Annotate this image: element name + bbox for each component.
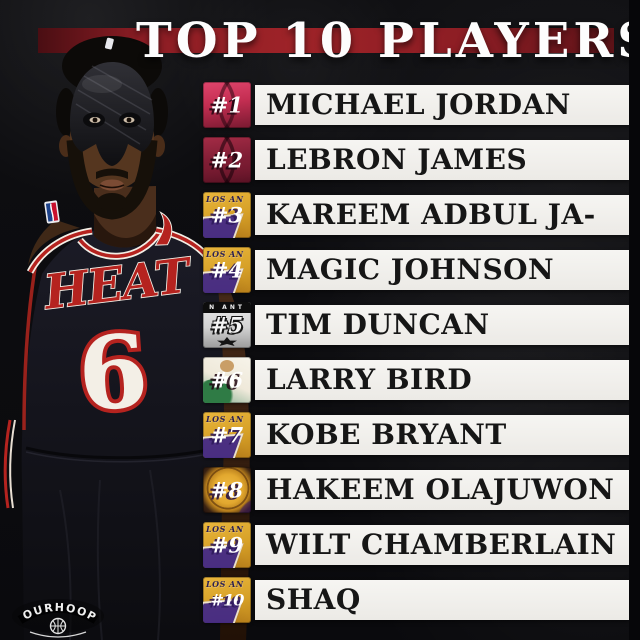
logo-underline [29, 631, 87, 638]
player-list: #1 MICHAEL JORDAN #2 LEBRON JAMES LOS AN… [203, 82, 629, 632]
rank-label: #4 [210, 257, 244, 283]
rank-label: #9 [210, 532, 244, 558]
rank-label: #2 [210, 147, 244, 173]
player-name-bar: TIM DUNCAN [255, 305, 629, 345]
basketball-icon [49, 617, 67, 635]
rank-tile: #6 [203, 357, 251, 403]
shorts-trim-white [9, 419, 16, 509]
ourhoops-logo: OURHOOPS [8, 590, 104, 638]
player-name-bar: MICHAEL JORDAN [255, 85, 629, 125]
nba-logo-patch [44, 200, 60, 224]
tile-overlay-text: LOS AN [206, 414, 244, 424]
player-name-bar: HAKEEM OLAJUWON [255, 470, 629, 510]
list-item: #6 LARRY BIRD [203, 357, 629, 403]
flame-icon [154, 211, 173, 246]
left-shoulder [28, 220, 80, 266]
jersey-side-trim-left [22, 261, 38, 431]
tile-overlay-text: N ANT [203, 302, 251, 313]
rank-tile: #8 [203, 467, 251, 513]
rank-tile: #2 [203, 137, 251, 183]
player-name: LEBRON JAMES [266, 143, 528, 176]
list-item: LOS AN #10 SHAQ [203, 577, 629, 623]
beard [66, 139, 158, 220]
rank-label: #10 [210, 590, 245, 610]
player-name-bar: KAREEM ADBUL JA- [255, 195, 629, 235]
list-item: LOS AN #4 MAGIC JOHNSON [203, 247, 629, 293]
logo-band [17, 603, 99, 624]
rank-tile: #1 [203, 82, 251, 128]
rank-label: #5 [210, 312, 244, 338]
player-name: SHAQ [266, 583, 361, 616]
rank-label: #6 [210, 367, 244, 393]
rank-tile: LOS AN #7 [203, 412, 251, 458]
rank-tile: LOS AN #10 [203, 577, 251, 623]
jersey-number: 6 [74, 312, 152, 435]
tile-overlay-text: LOS AN [206, 194, 244, 204]
rank-label: #3 [210, 202, 244, 228]
iris-left [92, 117, 98, 123]
player-name: MICHAEL JORDAN [266, 88, 571, 121]
heat-jersey [21, 230, 224, 640]
player-name: LARRY BIRD [266, 363, 473, 396]
player-name-bar: MAGIC JOHNSON [255, 250, 629, 290]
iris-right [126, 117, 132, 123]
lips [100, 179, 124, 191]
logo-backdrop [12, 599, 104, 633]
player-name: HAKEEM OLAJUWON [266, 473, 615, 506]
player-name: TIM DUNCAN [266, 308, 490, 341]
list-item: #8 HAKEEM OLAJUWON [203, 467, 629, 513]
face-mask [70, 62, 154, 166]
tile-overlay-text: LOS AN [206, 524, 244, 534]
list-item: N ANT #5 TIM DUNCAN [203, 302, 629, 348]
mask-highlight [82, 75, 122, 93]
player-photo: HEAT 6 [3, 36, 250, 640]
rank-tile: LOS AN #9 [203, 522, 251, 568]
list-item: LOS AN #7 KOBE BRYANT [203, 412, 629, 458]
player-name-bar: SHAQ [255, 580, 629, 620]
mouth-line [99, 184, 125, 189]
player-name-bar: KOBE BRYANT [255, 415, 629, 455]
player-name-bar: WILT CHAMBERLAIN [255, 525, 629, 565]
neck-trim-red [78, 230, 162, 259]
list-item: LOS AN #3 KAREEM ADBUL JA- [203, 192, 629, 238]
tile-overlay-text: LOS AN [206, 579, 244, 589]
player-name-bar: LARRY BIRD [255, 360, 629, 400]
mask-texture [75, 65, 153, 145]
rank-tile: LOS AN #3 [203, 192, 251, 238]
headband-tag [104, 37, 114, 50]
player-name: KAREEM ADBUL JA- [266, 198, 596, 231]
list-item: #1 MICHAEL JORDAN [203, 82, 629, 128]
list-item: LOS AN #9 WILT CHAMBERLAIN [203, 522, 629, 568]
waistband-highlight [25, 451, 219, 463]
player-name: MAGIC JOHNSON [266, 253, 555, 286]
rank-label: #7 [210, 422, 244, 448]
page-title: TOP 10 PLAYERS [136, 13, 640, 69]
beard-shadow [94, 214, 156, 248]
list-item: #2 LEBRON JAMES [203, 137, 629, 183]
rank-label: #8 [210, 477, 244, 503]
player-name: WILT CHAMBERLAIN [266, 528, 617, 561]
armhole-left-red [28, 229, 93, 273]
shorts-trim-red [3, 419, 12, 509]
waistband-seam [25, 446, 219, 460]
right-edge-strip [629, 0, 640, 640]
rank-label: #1 [210, 92, 244, 118]
mustache [96, 168, 128, 179]
tile-overlay-text: LOS AN [206, 249, 244, 259]
rank-tile: N ANT #5 [203, 302, 251, 348]
player-name-bar: LEBRON JAMES [255, 140, 629, 180]
chin-beard [97, 193, 127, 211]
rank-tile: LOS AN #4 [203, 247, 251, 293]
player-name: KOBE BRYANT [266, 418, 507, 451]
